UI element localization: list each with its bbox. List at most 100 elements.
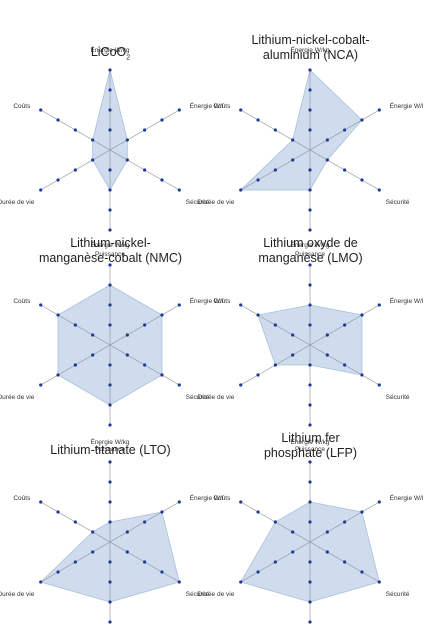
radar-level-point (273, 520, 277, 524)
radar-level-point (308, 363, 312, 367)
radar-level-point (308, 168, 312, 172)
radar-level-point (239, 383, 243, 387)
axis-label: Durée de vie (0, 591, 35, 598)
axis-label: Durée de vie (197, 199, 234, 206)
radar-level-point (360, 373, 364, 377)
axis-label: Puissance (95, 251, 125, 258)
radar-level-point (177, 108, 181, 112)
radar-level-point (108, 263, 112, 267)
axis-label: Énergie W/l (190, 493, 224, 502)
radar-level-point (343, 128, 347, 132)
radar-level-point (108, 68, 112, 72)
chart-title-line1: Lithium-nickel-cobalt- (251, 33, 370, 47)
axis-label: Sécurité (386, 199, 410, 206)
radar-level-point (308, 520, 312, 524)
axis-label: Énergie W/kg (90, 45, 129, 54)
radar-level-point (239, 303, 243, 307)
radar-level-point (91, 550, 95, 554)
axis-label: Coûts (213, 495, 231, 502)
radar-level-point (177, 500, 181, 504)
radar-level-point (256, 570, 260, 574)
chart-title-line1: Lithium fer (281, 431, 340, 445)
radar-level-point (108, 480, 112, 484)
radar-level-point (108, 188, 112, 192)
radar-level-point (291, 530, 295, 534)
radar-level-point (343, 168, 347, 172)
radar-level-point (160, 570, 164, 574)
radar-level-point (108, 383, 112, 387)
radar-level-point (39, 383, 43, 387)
radar-level-point (108, 423, 112, 427)
chart-title: Lithium-nickel-cobalt-aluminium (NCA) (203, 33, 418, 63)
radar-level-point (308, 500, 312, 504)
radar-level-point (343, 363, 347, 367)
radar-level-point (108, 208, 112, 212)
radar-level-point (91, 333, 95, 337)
radar-level-point (108, 88, 112, 92)
axis-label: Sécurité (186, 199, 210, 206)
radar-level-point (256, 178, 260, 182)
radar-level-point (108, 303, 112, 307)
radar-level-point (308, 383, 312, 387)
radar-level-point (91, 158, 95, 162)
radar-level-point (308, 323, 312, 327)
radar-level-point (308, 423, 312, 427)
axis-label: Énergie W/kg (290, 240, 329, 249)
radar-level-point (108, 500, 112, 504)
radar-level-point (308, 208, 312, 212)
radar-level-point (143, 520, 147, 524)
radar-level-point (273, 323, 277, 327)
radar-level-point (56, 570, 60, 574)
radar-level-point (239, 500, 243, 504)
radar-level-point (39, 303, 43, 307)
axis-label: Sécurité (386, 591, 410, 598)
chart-title-line2: manganèse (LMO) (258, 251, 363, 265)
radar-level-point (143, 560, 147, 564)
chart-title-line1: LiCoO (90, 45, 127, 59)
chart-title: Lithium-titanate (LTO) (3, 443, 218, 458)
radar-level-point (108, 620, 112, 624)
radar-level-point (360, 118, 364, 122)
radar-level-point (39, 108, 43, 112)
radar-level-point (125, 550, 129, 554)
radar-level-point (56, 313, 60, 317)
radar-level-point (308, 283, 312, 287)
radar-level-point (308, 68, 312, 72)
radar-level-point (325, 530, 329, 534)
axis-label: Sécurité (386, 394, 410, 401)
radar-level-point (143, 323, 147, 327)
radar-level-point (108, 460, 112, 464)
radar-level-point (143, 363, 147, 367)
radar-level-point (91, 530, 95, 534)
axis-label: Coûts (13, 495, 31, 502)
radar-level-point (308, 580, 312, 584)
radar-level-point (343, 323, 347, 327)
radar-level-point (256, 313, 260, 317)
radar-level-point (308, 600, 312, 604)
radar-level-point (91, 138, 95, 142)
radar-level-point (256, 510, 260, 514)
radar-level-point (108, 520, 112, 524)
radar-level-point (325, 353, 329, 357)
radar-level-point (377, 580, 381, 584)
radar-level-point (360, 570, 364, 574)
radar-level-point (108, 128, 112, 132)
axis-label: Sécurité (186, 591, 210, 598)
radar-level-point (377, 303, 381, 307)
radar-level-point (39, 580, 43, 584)
radar-level-point (91, 353, 95, 357)
radar-level-point (325, 138, 329, 142)
radar-level-point (56, 510, 60, 514)
radar-level-point (273, 128, 277, 132)
radar-level-point (108, 600, 112, 604)
axis-label: Énergie W/kg (90, 437, 129, 446)
chart-title: Lithium-nickel-manganèse-cobalt (NMC) (3, 236, 218, 266)
axis-label: Coûts (13, 103, 31, 110)
chart-title: Lithium fer phosphate (LFP) (203, 431, 418, 461)
radar-level-point (256, 118, 260, 122)
